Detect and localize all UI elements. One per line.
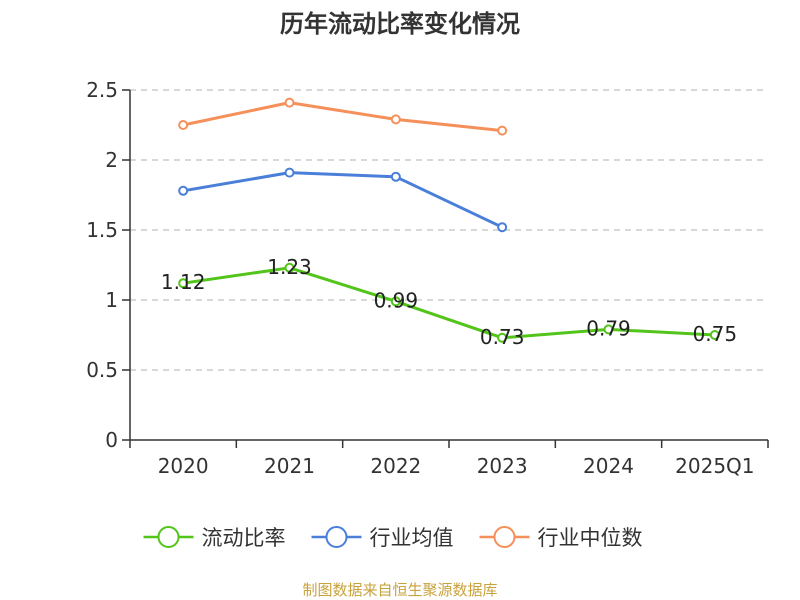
data-point xyxy=(178,120,189,130)
data-label: 1.23 xyxy=(267,255,312,279)
data-label: 0.79 xyxy=(586,316,631,340)
legend: 流动比率 行业均值 行业中位数 xyxy=(143,526,643,550)
data-point xyxy=(178,278,189,289)
legend-item[interactable]: 流动比率 xyxy=(143,526,286,550)
data-label: 0.75 xyxy=(693,322,738,346)
data-point xyxy=(497,125,508,136)
legend-label: 行业中位数 xyxy=(538,526,643,550)
y-tick-label: 2 xyxy=(105,148,118,172)
data-label: 0.99 xyxy=(374,288,419,312)
source-note: 制图数据来自恒生聚源数据库 xyxy=(302,581,497,599)
data-point xyxy=(497,222,508,233)
data-point xyxy=(709,330,720,340)
series-line xyxy=(182,101,503,133)
legend-item[interactable]: 行业中位数 xyxy=(479,526,643,550)
legend-label: 行业均值 xyxy=(370,526,454,550)
x-tick-label: 2022 xyxy=(370,454,421,478)
x-tick-label: 2021 xyxy=(264,454,315,478)
series: 1.12 1.23 0.99 0.73 0.79 0.75 xyxy=(161,97,738,349)
y-tick-label: 2.5 xyxy=(86,78,118,102)
x-tick-label: 2024 xyxy=(583,454,634,478)
data-label: 0.73 xyxy=(480,325,525,349)
data-point xyxy=(497,332,508,343)
chart-title: 历年流动比率变化情况 xyxy=(280,10,520,38)
legend-label: 流动比率 xyxy=(202,526,286,550)
x-tick-label: 2025Q1 xyxy=(675,454,754,478)
y-tick-label: 0 xyxy=(105,428,118,452)
series-line xyxy=(182,171,503,229)
x-tick-label: 2023 xyxy=(477,454,528,478)
data-point xyxy=(390,171,401,182)
data-point xyxy=(390,296,401,307)
data-point xyxy=(390,114,401,125)
y-tick-label: 1 xyxy=(105,288,118,312)
data-point xyxy=(284,167,295,178)
y-tick-label: 1.5 xyxy=(86,218,118,242)
y-tick-label: 0.5 xyxy=(86,358,118,382)
data-point xyxy=(178,185,189,196)
axes: 0 0.5 1 1.5 2 2.5 2020 2021 2022 2023 2024 2025Q1 xyxy=(86,78,769,478)
x-tick-label: 2020 xyxy=(158,454,209,478)
grid-lines xyxy=(130,89,768,371)
data-point xyxy=(284,97,295,108)
legend-marker xyxy=(493,526,516,548)
legend-marker xyxy=(157,526,180,548)
legend-item[interactable]: 行业均值 xyxy=(311,526,454,550)
legend-marker xyxy=(325,526,348,548)
series-line xyxy=(182,266,715,340)
data-point xyxy=(603,324,614,335)
data-label: 1.12 xyxy=(161,270,206,294)
data-point xyxy=(284,262,295,273)
